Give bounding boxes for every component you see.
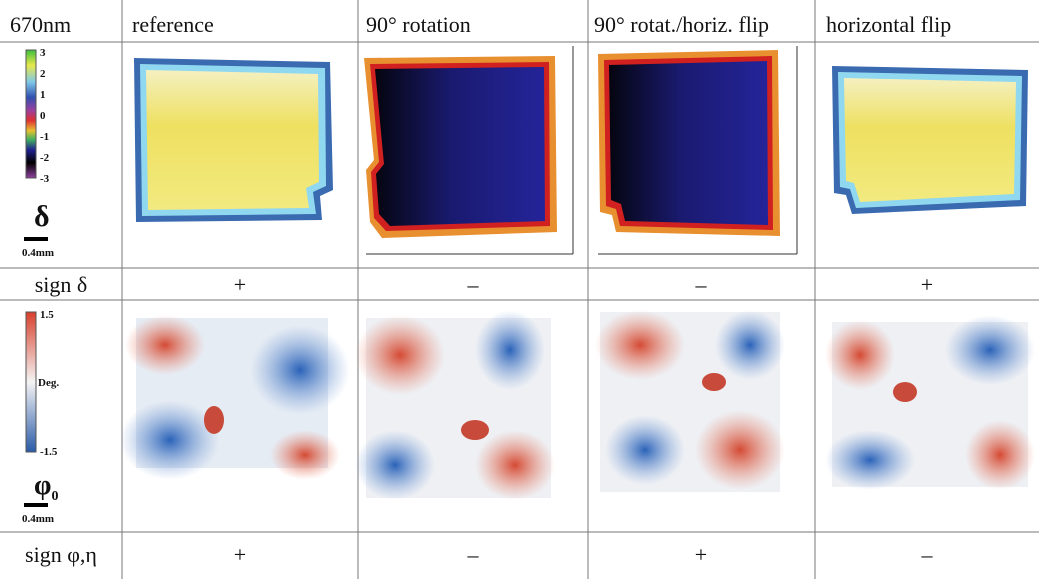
- scale: 0.4mm: [22, 513, 54, 525]
- row-label: sign δ: [35, 272, 88, 297]
- blob: [945, 315, 1035, 385]
- blob: [825, 430, 915, 490]
- header: horizontal flip: [826, 12, 951, 37]
- tick: -3: [40, 173, 50, 185]
- tick: 3: [40, 47, 46, 59]
- blob: [605, 415, 685, 485]
- sign: +: [921, 272, 933, 297]
- blob: [825, 320, 895, 390]
- header: 90° rotation: [366, 12, 471, 37]
- symbol: φ: [34, 470, 51, 501]
- colorbar: [26, 312, 36, 452]
- map: [146, 70, 319, 210]
- subscript: 0: [51, 489, 58, 504]
- blob: [695, 410, 785, 490]
- blob: [965, 420, 1035, 490]
- sign: +: [234, 542, 246, 567]
- map: [120, 315, 350, 480]
- sign: +: [234, 272, 246, 297]
- map: [595, 310, 785, 492]
- blob: [893, 382, 917, 402]
- blob: [715, 310, 785, 380]
- tick: 2: [40, 68, 46, 80]
- scale-bar: [24, 237, 48, 241]
- blob: [250, 325, 350, 415]
- tick: -2: [40, 152, 50, 164]
- map: [375, 67, 545, 226]
- sign: +: [695, 542, 707, 567]
- blob: [475, 430, 555, 500]
- blob: [204, 406, 224, 434]
- sign: –: [695, 272, 708, 297]
- tick: -1.5: [40, 446, 58, 458]
- tick: 0: [40, 110, 46, 122]
- map: [355, 310, 555, 500]
- figure: 670nm reference 90° rotation 90° rotat./…: [0, 0, 1039, 579]
- blob: [355, 315, 445, 395]
- header: 670nm: [10, 12, 71, 37]
- symbol: δ: [34, 200, 50, 233]
- scale-bar: [24, 503, 48, 507]
- colorbar: [26, 50, 36, 178]
- blob: [125, 315, 205, 375]
- symbol: φ0: [34, 470, 58, 504]
- tick: 1: [40, 89, 46, 101]
- header: 90° rotat./horiz. flip: [594, 12, 769, 37]
- sign: –: [467, 542, 480, 567]
- blob: [702, 373, 726, 391]
- blob: [461, 420, 489, 440]
- tick: -1: [40, 131, 49, 143]
- blob: [355, 430, 435, 500]
- map: [825, 315, 1035, 490]
- tick: Deg.: [38, 377, 59, 389]
- row-label: sign φ,η: [25, 542, 97, 567]
- blob: [270, 430, 340, 480]
- blob: [120, 400, 220, 480]
- scale: 0.4mm: [22, 247, 54, 259]
- blob: [595, 310, 685, 380]
- map: [609, 61, 768, 225]
- sign: –: [467, 272, 480, 297]
- map: [844, 78, 1016, 202]
- blob: [475, 310, 545, 390]
- sign: –: [921, 542, 934, 567]
- header: reference: [132, 12, 214, 37]
- tick: 1.5: [40, 309, 54, 321]
